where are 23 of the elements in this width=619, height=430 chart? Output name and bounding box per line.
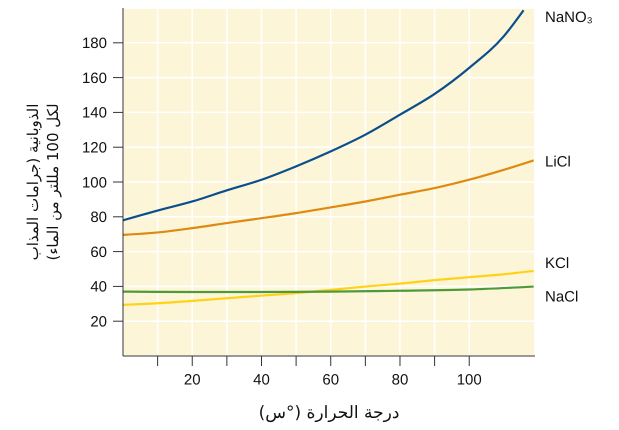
y-tick-label: 20 — [90, 314, 107, 331]
line-series — [123, 9, 525, 222]
series-label: LiCl — [545, 153, 571, 170]
y-tick-label: 140 — [82, 104, 107, 122]
x-tick-label: 60 — [322, 372, 340, 389]
line-series — [123, 159, 535, 236]
line-series — [123, 270, 535, 306]
x-tick-label: 80 — [392, 372, 408, 389]
y-axis-title: الذوبانية (جرامات المذاب لكل 100 مللتر من الماء) — [24, 103, 62, 261]
y-tick-label: 180 — [82, 35, 107, 52]
y-tick-label: 160 — [82, 70, 107, 87]
x-axis-title: درجة الحرارة (°س) — [258, 403, 400, 423]
y-tick-label: 100 — [82, 174, 107, 192]
y-tick-label: 120 — [82, 140, 107, 157]
y-tick-label: 80 — [90, 209, 107, 226]
x-tick-label: 40 — [253, 372, 270, 389]
series-label: NaCl — [545, 288, 578, 306]
y-tick-label: 60 — [90, 244, 107, 261]
x-tick-label: 100 — [456, 372, 482, 389]
series-label: KCl — [545, 254, 570, 272]
y-tick-label: 40 — [90, 278, 107, 296]
x-tick-label: 20 — [184, 372, 201, 389]
series-label: NaNO₃ — [545, 9, 593, 26]
